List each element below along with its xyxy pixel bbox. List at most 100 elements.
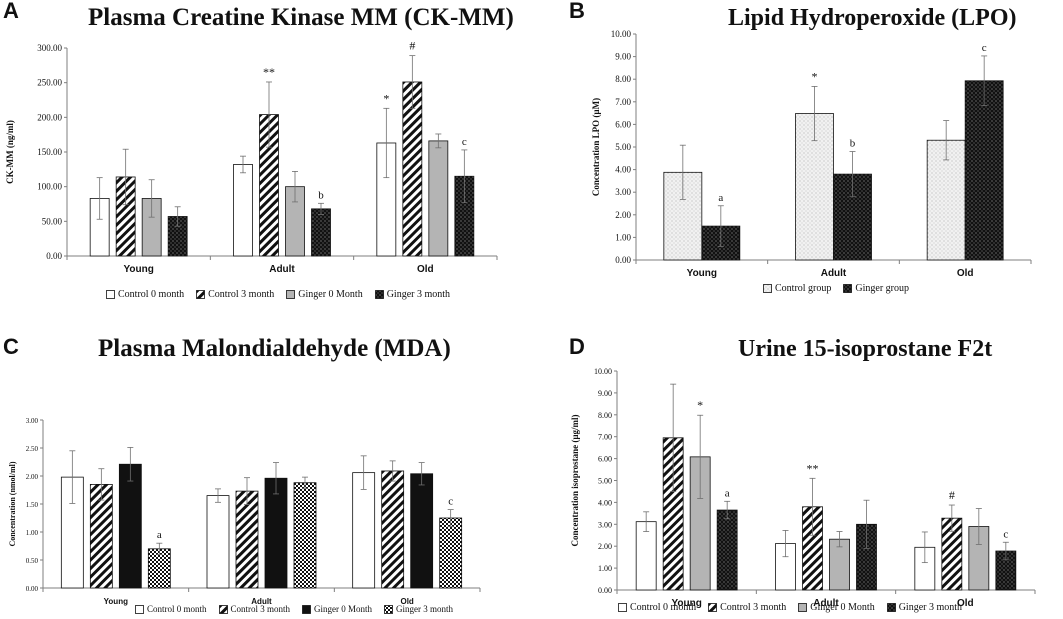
panel-label: C bbox=[3, 334, 19, 359]
legend-label: Control 3 month bbox=[208, 289, 275, 300]
chart-legend: Control group Ginger group bbox=[763, 283, 921, 294]
y-tick-label: 0.00 bbox=[615, 255, 631, 265]
y-tick-label: 5.00 bbox=[598, 477, 612, 486]
bar bbox=[352, 472, 376, 589]
x-category-label: Old bbox=[957, 598, 974, 609]
legend-label: Control 0 month bbox=[147, 604, 207, 614]
legend-item: Control 0 month bbox=[135, 604, 207, 614]
significance-label: ** bbox=[807, 461, 819, 475]
legend-swatch bbox=[135, 604, 144, 614]
chart-plot: 0.00 50.00 100.00 150.00 200.00 250.00 300.00 C… bbox=[5, 39, 498, 275]
y-tick-label: 3.00 bbox=[26, 417, 39, 425]
legend-item: Control 0 month bbox=[106, 289, 184, 300]
y-tick-label: 7.00 bbox=[615, 97, 631, 107]
y-tick-label: 2.00 bbox=[615, 210, 631, 220]
panel-label: A bbox=[3, 0, 19, 23]
x-category-label: Old bbox=[957, 268, 974, 279]
y-tick-label: 1.00 bbox=[615, 232, 631, 242]
y-tick-label: 10.00 bbox=[594, 367, 612, 376]
chart-plot: 0.00 0.50 1.00 1.50 2.00 2.50 3.00 Concentratio… bbox=[8, 417, 481, 606]
legend-label: Control 0 month bbox=[630, 602, 697, 613]
y-tick-label: 5.00 bbox=[615, 142, 631, 152]
y-tick-label: 3.00 bbox=[598, 520, 612, 529]
bar bbox=[964, 80, 1004, 261]
significance-label: b bbox=[318, 189, 324, 201]
legend-swatch bbox=[618, 603, 627, 612]
legend-item: Control 3 month bbox=[708, 602, 786, 613]
bar bbox=[233, 164, 253, 257]
bar bbox=[439, 517, 463, 589]
significance-label: # bbox=[409, 39, 415, 53]
y-tick-label: 50.00 bbox=[42, 216, 63, 226]
chart-panel-b: B Lipid Hydroperoxide (LPO) 0.00 1.00 2.00… bbox=[531, 0, 1063, 309]
y-tick-label: 10.00 bbox=[611, 29, 632, 39]
legend-swatch bbox=[286, 290, 296, 299]
legend-swatch bbox=[302, 604, 311, 614]
legend-swatch bbox=[843, 284, 853, 293]
y-tick-label: 2.00 bbox=[598, 542, 612, 551]
legend-item: Ginger 3 month bbox=[886, 602, 963, 613]
y-tick-label: 3.00 bbox=[615, 187, 631, 197]
y-tick-label: 0.00 bbox=[598, 586, 612, 595]
x-category-label: Adult bbox=[821, 268, 847, 279]
legend-item: Control 3 month bbox=[218, 604, 290, 614]
y-tick-label: 9.00 bbox=[615, 52, 631, 62]
bar bbox=[118, 463, 142, 589]
legend-item: Ginger 0 Month bbox=[302, 604, 372, 614]
legend-item: Ginger 3 month bbox=[384, 604, 453, 614]
x-category-label: Old bbox=[400, 597, 413, 606]
y-tick-label: 2.50 bbox=[26, 445, 39, 453]
y-tick-label: 1.50 bbox=[26, 501, 39, 509]
significance-label: # bbox=[949, 488, 955, 502]
chart-title: Lipid Hydroperoxide (LPO) bbox=[728, 5, 1017, 31]
x-category-label: Adult bbox=[251, 597, 272, 606]
legend-label: Control group bbox=[775, 283, 832, 294]
legend-swatch bbox=[886, 603, 896, 612]
significance-label: c bbox=[982, 42, 987, 54]
y-tick-label: 8.00 bbox=[598, 411, 612, 420]
legend-label: Control 3 month bbox=[720, 602, 787, 613]
chart-panel-c: C Plasma Malondialdehyde (MDA) 0.00 0.50 1… bbox=[0, 309, 531, 619]
y-tick-label: 200.00 bbox=[37, 112, 62, 122]
y-tick-label: 6.00 bbox=[598, 455, 612, 464]
legend-swatch bbox=[708, 603, 718, 612]
legend-item: Ginger group bbox=[843, 283, 909, 294]
chart-plot: 0.00 1.00 2.00 3.00 4.00 5.00 6.00 7.00 8.00 9.00… bbox=[591, 29, 1032, 279]
significance-label: * bbox=[697, 398, 703, 412]
panel-label: D bbox=[569, 334, 585, 359]
y-tick-label: 300.00 bbox=[37, 43, 62, 53]
significance-label: a bbox=[157, 529, 162, 541]
chart-title: Plasma Creatine Kinase MM (CK-MM) bbox=[88, 4, 514, 31]
chart-panel-d: D Urine 15-isoprostane F2t 0.00 1.00 2.00 3… bbox=[531, 309, 1063, 619]
bar bbox=[293, 482, 317, 589]
y-tick-label: 7.00 bbox=[598, 433, 612, 442]
legend-item: Control 3 month bbox=[196, 289, 274, 300]
significance-label: a bbox=[725, 487, 730, 499]
y-tick-label: 6.00 bbox=[615, 119, 631, 129]
chart-panel-a: A Plasma Creatine Kinase MM (CK-MM) 0.00… bbox=[0, 0, 531, 309]
legend-swatch bbox=[196, 290, 206, 299]
legend-label: Control 0 month bbox=[118, 289, 185, 300]
significance-label: a bbox=[718, 192, 723, 204]
y-tick-label: 2.00 bbox=[26, 473, 39, 481]
y-axis-label: Concentration LPO (µM) bbox=[591, 98, 601, 196]
legend-label: Ginger 3 month bbox=[898, 602, 963, 613]
y-tick-label: 150.00 bbox=[37, 147, 62, 157]
legend-label: Ginger group bbox=[855, 283, 909, 294]
significance-label: * bbox=[812, 69, 818, 83]
y-tick-label: 1.00 bbox=[26, 529, 39, 537]
legend-swatch bbox=[384, 604, 393, 614]
bar bbox=[206, 495, 230, 589]
legend-item: Control 0 month bbox=[618, 602, 696, 613]
significance-label: c bbox=[1003, 528, 1008, 540]
chart-legend: Control 0 month Control 3 month Ginger 0 M… bbox=[618, 602, 974, 613]
significance-label: ** bbox=[263, 65, 275, 79]
chart-legend: Control 0 month Control 3 month Ginger 0 M… bbox=[135, 604, 465, 614]
legend-item: Control group bbox=[763, 283, 831, 294]
x-category-label: Old bbox=[417, 264, 434, 275]
y-tick-label: 0.00 bbox=[46, 251, 62, 261]
y-axis-label: CK-MM (ng/ml) bbox=[5, 120, 15, 184]
significance-label: c bbox=[462, 136, 467, 148]
legend-label: Ginger 0 Month bbox=[314, 604, 373, 614]
chart-title: Plasma Malondialdehyde (MDA) bbox=[98, 335, 451, 362]
